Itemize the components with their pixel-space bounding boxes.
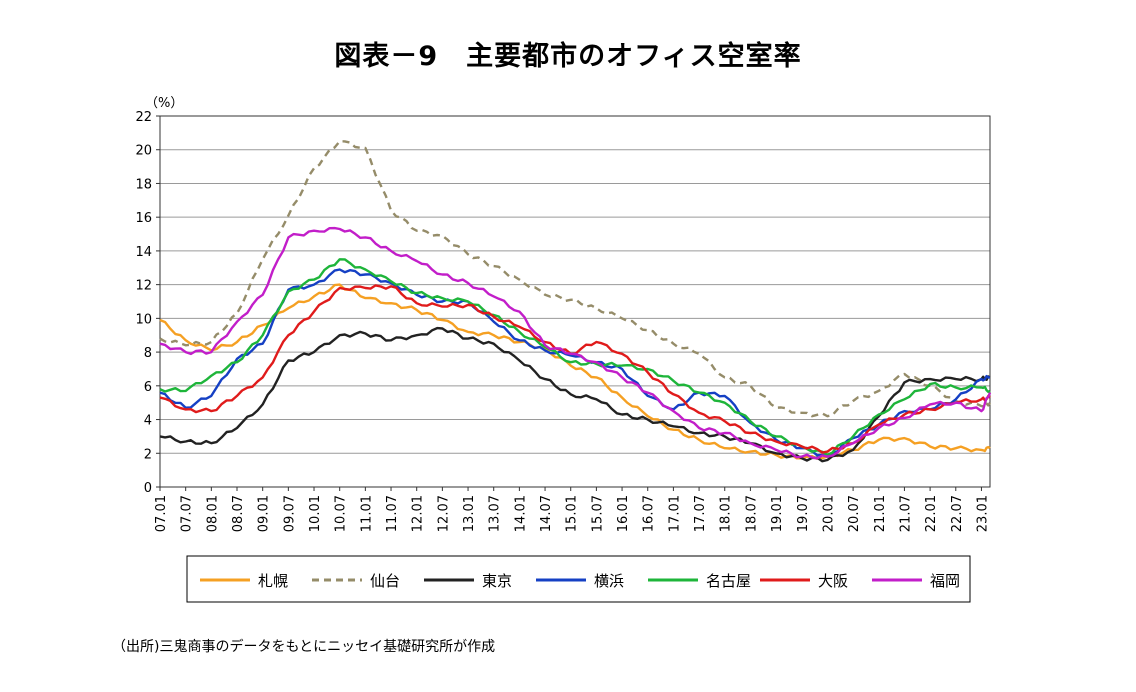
x-tick-label: 21.01 bbox=[873, 495, 888, 532]
x-tick-label: 21.07 bbox=[898, 495, 913, 532]
y-tick-label: 10 bbox=[135, 312, 152, 327]
y-tick-label: 14 bbox=[135, 245, 152, 260]
x-tick-label: 12.01 bbox=[411, 495, 426, 532]
legend-label-1: 札幌 bbox=[258, 572, 288, 590]
x-tick-label: 11.01 bbox=[359, 495, 374, 532]
x-tick-label: 09.01 bbox=[257, 495, 272, 532]
x-tick-label: 17.01 bbox=[667, 495, 682, 532]
series-line-1 bbox=[159, 283, 991, 460]
x-tick-label: 14.07 bbox=[539, 495, 554, 532]
series-line-3 bbox=[159, 326, 991, 463]
legend-items: 札幌 仙台 東京 横浜 名古屋 大阪 福岡 bbox=[200, 572, 960, 590]
x-tick-label: 17.07 bbox=[693, 495, 708, 532]
y-tick-label: 12 bbox=[135, 279, 152, 294]
y-tick-label: 16 bbox=[135, 211, 152, 226]
x-tick-label: 16.07 bbox=[642, 495, 657, 532]
x-tick-label: 08.07 bbox=[231, 495, 246, 532]
x-tick-label: 15.01 bbox=[565, 495, 580, 532]
y-axis-unit-label: （%） bbox=[145, 96, 183, 111]
y-axis-ticks: 0 2 4 6 8 10 12 14 16 18 20 22 bbox=[135, 110, 160, 496]
x-axis-ticks: 07.01 07.07 08.01 08.07 09.01 09.07 10.01 10.07… bbox=[154, 487, 990, 532]
x-tick-label: 10.07 bbox=[334, 495, 349, 532]
x-tick-label: 08.01 bbox=[205, 495, 220, 532]
y-tick-label: 8 bbox=[144, 346, 152, 361]
y-tick-label: 20 bbox=[135, 144, 152, 159]
y-tick-label: 0 bbox=[144, 481, 152, 496]
x-tick-label: 13.01 bbox=[462, 495, 477, 532]
x-tick-label: 18.07 bbox=[744, 495, 759, 532]
plot-area bbox=[159, 115, 991, 488]
x-tick-label: 12.07 bbox=[436, 495, 451, 532]
legend-label-6: 大阪 bbox=[818, 572, 848, 590]
x-tick-label: 09.07 bbox=[282, 495, 297, 532]
series-line-7 bbox=[159, 226, 992, 460]
legend-label-2: 仙台 bbox=[370, 572, 400, 590]
source-note: （出所)三鬼商事のデータをもとにニッセイ基礎研究所が作成 bbox=[112, 639, 496, 655]
x-tick-label: 14.01 bbox=[513, 495, 528, 532]
x-tick-label: 22.01 bbox=[924, 495, 939, 532]
legend-label-7: 福岡 bbox=[930, 572, 960, 590]
y-tick-label: 6 bbox=[144, 380, 152, 395]
x-tick-label: 19.07 bbox=[796, 495, 811, 532]
y-tick-label: 4 bbox=[144, 414, 152, 429]
series-line-2 bbox=[159, 140, 992, 418]
x-tick-label: 07.01 bbox=[154, 495, 169, 532]
legend-label-5: 名古屋 bbox=[706, 572, 751, 590]
x-tick-label: 20.01 bbox=[821, 495, 836, 532]
x-tick-label: 15.07 bbox=[590, 495, 605, 532]
y-tick-label: 22 bbox=[135, 110, 152, 125]
x-tick-label: 07.07 bbox=[180, 495, 195, 532]
x-tick-label: 13.07 bbox=[488, 495, 503, 532]
chart-title: 図表－9 主要都市のオフィス空室率 bbox=[334, 41, 802, 72]
series-line-5 bbox=[159, 258, 991, 457]
legend-label-3: 東京 bbox=[482, 572, 512, 590]
series-lines bbox=[159, 140, 992, 463]
x-tick-label: 22.07 bbox=[950, 495, 965, 532]
x-tick-label: 19.01 bbox=[770, 495, 785, 532]
x-tick-label: 16.01 bbox=[616, 495, 631, 532]
y-tick-label: 18 bbox=[135, 177, 152, 192]
gridlines bbox=[160, 149, 990, 454]
legend-label-4: 横浜 bbox=[594, 572, 624, 590]
x-tick-label: 20.07 bbox=[847, 495, 862, 532]
x-tick-label: 23.01 bbox=[975, 495, 990, 532]
x-tick-label: 10.01 bbox=[308, 495, 323, 532]
y-tick-label: 2 bbox=[144, 447, 152, 462]
x-tick-label: 18.01 bbox=[719, 495, 734, 532]
x-tick-label: 11.07 bbox=[385, 495, 400, 532]
